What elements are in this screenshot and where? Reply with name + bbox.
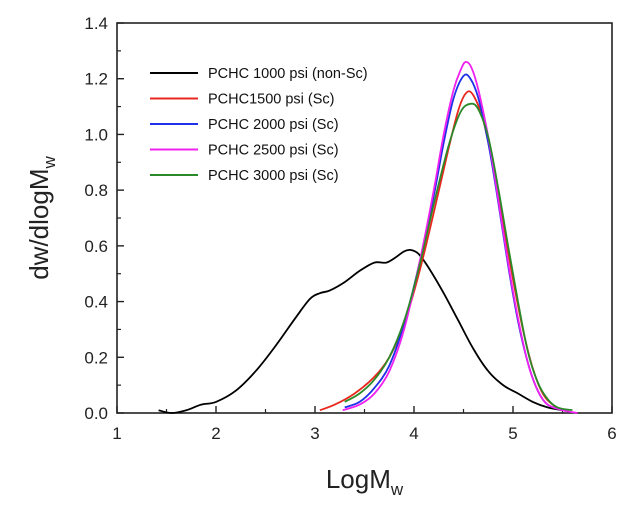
legend-label-1: PCHC 1000 psi (non-Sc): [208, 66, 368, 82]
series-line-4: [342, 61, 578, 414]
y-axis-ticks: 0.0 0.2 0.4 0.6 0.8 1.0 1.2 1.4: [84, 14, 124, 423]
series-line-5: [344, 102, 573, 412]
x-axis-title: LogMw: [326, 464, 404, 499]
x-tick-label: 5: [508, 424, 517, 443]
y-tick-label: 0.2: [84, 348, 108, 367]
y-axis-title-subscript: w: [40, 156, 59, 170]
series-line-1: [158, 248, 563, 414]
y-tick-label: 0.4: [84, 293, 108, 312]
y-tick-label: 0.8: [84, 181, 108, 200]
legend: PCHC 1000 psi (non-Sc) PCHC1500 psi (Sc) P…: [150, 66, 368, 184]
y-axis-title-main: dw/dlogM: [24, 169, 54, 280]
x-tick-label: 6: [607, 424, 616, 443]
y-tick-label: 1.0: [84, 125, 108, 144]
series-line-2: [319, 90, 563, 412]
series-lines: [158, 61, 578, 414]
x-tick-label: 4: [409, 424, 418, 443]
y-tick-label: 0.6: [84, 237, 108, 256]
x-axis-title-main: LogM: [326, 464, 391, 494]
legend-label-2: PCHC1500 psi (Sc): [208, 92, 335, 108]
legend-label-4: PCHC 2500 psi (Sc): [208, 143, 339, 159]
legend-label-5: PCHC 3000 psi (Sc): [208, 168, 339, 184]
legend-label-3: PCHC 2000 psi (Sc): [208, 117, 339, 133]
x-tick-label: 2: [211, 424, 220, 443]
y-tick-label: 1.4: [84, 14, 108, 33]
y-tick-label: 0.0: [84, 404, 108, 423]
y-tick-label: 1.2: [84, 70, 108, 89]
y-axis-title: dw/dlogMw: [24, 156, 59, 280]
x-tick-label: 1: [112, 424, 121, 443]
x-axis-ticks: 1 2 3 4 5 6: [112, 406, 617, 443]
x-tick-label: 3: [310, 424, 319, 443]
x-axis-title-subscript: w: [390, 480, 404, 499]
